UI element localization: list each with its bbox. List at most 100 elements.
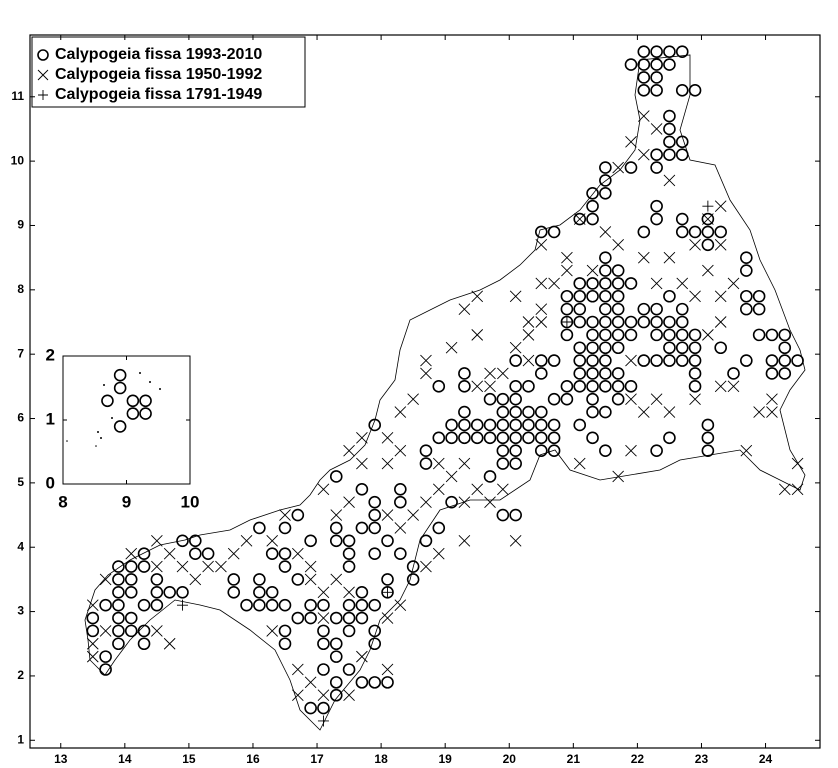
circle-marker xyxy=(740,264,753,277)
circle-marker xyxy=(522,405,535,419)
circle-marker xyxy=(112,598,125,612)
cross-marker xyxy=(484,367,496,380)
cross-marker xyxy=(394,522,407,534)
cross-marker xyxy=(317,612,330,624)
circle-marker xyxy=(124,624,138,638)
x-tick-label: 17 xyxy=(310,752,324,766)
circle-marker xyxy=(560,289,574,303)
circle-marker xyxy=(650,45,663,59)
circle-marker xyxy=(99,650,112,663)
circle-marker xyxy=(342,534,356,548)
cross-marker xyxy=(522,354,535,367)
circle-marker xyxy=(137,637,151,651)
circle-marker xyxy=(509,431,522,445)
circle-marker xyxy=(304,701,317,715)
circle-marker xyxy=(329,637,343,651)
circle-marker xyxy=(688,84,702,97)
cross-marker xyxy=(458,496,471,509)
circle-marker xyxy=(534,444,548,458)
cross-marker xyxy=(86,599,99,611)
circle-marker xyxy=(329,470,343,483)
cross-marker xyxy=(420,367,432,380)
cross-marker xyxy=(279,509,291,521)
cross-marker xyxy=(753,406,765,418)
circle-marker xyxy=(86,611,100,625)
cross-marker xyxy=(471,329,484,341)
cross-marker xyxy=(714,200,727,212)
circle-marker xyxy=(124,585,138,599)
cross-marker xyxy=(663,174,676,187)
circle-marker xyxy=(650,354,663,367)
circle-marker xyxy=(611,264,625,277)
circle-marker xyxy=(727,367,740,380)
cross-marker xyxy=(509,341,522,354)
circle-marker xyxy=(201,547,215,560)
y-tick-label: 11 xyxy=(11,89,24,103)
circle-marker xyxy=(342,560,356,573)
cross-marker xyxy=(86,637,99,650)
circle-marker xyxy=(445,495,458,509)
circle-marker xyxy=(560,392,574,406)
circle-marker xyxy=(611,315,625,329)
circle-marker xyxy=(317,663,330,676)
circle-marker xyxy=(611,277,625,290)
circle-marker xyxy=(483,431,497,445)
y-tick-label: 9 xyxy=(17,218,24,232)
circle-marker xyxy=(496,405,510,419)
circle-marker xyxy=(599,380,612,393)
cross-marker xyxy=(535,277,548,290)
circle-marker xyxy=(112,585,125,599)
circle-marker xyxy=(650,328,663,342)
circle-marker xyxy=(509,405,522,419)
circle-marker xyxy=(778,354,792,367)
circle-marker xyxy=(586,328,599,342)
x-tick-label: 15 xyxy=(182,752,196,766)
circle-marker xyxy=(227,573,241,586)
circle-marker xyxy=(534,367,548,380)
cross-marker xyxy=(637,406,650,418)
cross-marker xyxy=(612,161,624,174)
circle-marker xyxy=(291,611,305,625)
circle-marker xyxy=(675,45,689,59)
legend-label: Calypogeia fissa 1993-2010 xyxy=(55,46,262,63)
circle-marker xyxy=(139,394,152,408)
circle-marker xyxy=(150,573,164,586)
cross-marker xyxy=(702,213,714,225)
circle-marker xyxy=(560,302,574,316)
circle-marker xyxy=(624,277,638,290)
circle-marker xyxy=(765,328,779,342)
circle-marker xyxy=(586,199,599,213)
circle-marker xyxy=(368,624,382,638)
cross-marker xyxy=(689,238,701,251)
cross-marker xyxy=(522,316,535,328)
circle-marker xyxy=(137,547,151,560)
circle-marker xyxy=(368,637,382,651)
circle-marker xyxy=(419,444,433,458)
cross-marker xyxy=(317,586,330,599)
cross-marker xyxy=(625,136,637,148)
cross-marker xyxy=(343,444,355,457)
circle-marker xyxy=(752,328,766,342)
cross-marker xyxy=(304,573,317,586)
plus-marker xyxy=(561,316,573,328)
cross-marker xyxy=(714,316,727,328)
circle-marker xyxy=(599,251,612,264)
cross-marker xyxy=(266,534,279,547)
cross-marker xyxy=(637,148,650,161)
circle-marker xyxy=(573,341,587,355)
circle-marker xyxy=(547,354,561,367)
cross-marker xyxy=(676,277,689,290)
circle-marker xyxy=(650,71,663,84)
circle-marker xyxy=(368,418,382,432)
cross-marker xyxy=(215,560,227,573)
circle-marker xyxy=(586,431,599,445)
cross-marker xyxy=(650,277,663,290)
cross-marker xyxy=(394,599,407,611)
x-tick-label: 24 xyxy=(759,752,773,766)
cross-marker xyxy=(420,496,432,509)
circle-marker xyxy=(663,58,676,71)
cross-marker xyxy=(637,110,650,122)
circle-marker xyxy=(253,598,266,612)
circle-marker xyxy=(381,534,394,548)
circle-marker xyxy=(150,585,164,599)
